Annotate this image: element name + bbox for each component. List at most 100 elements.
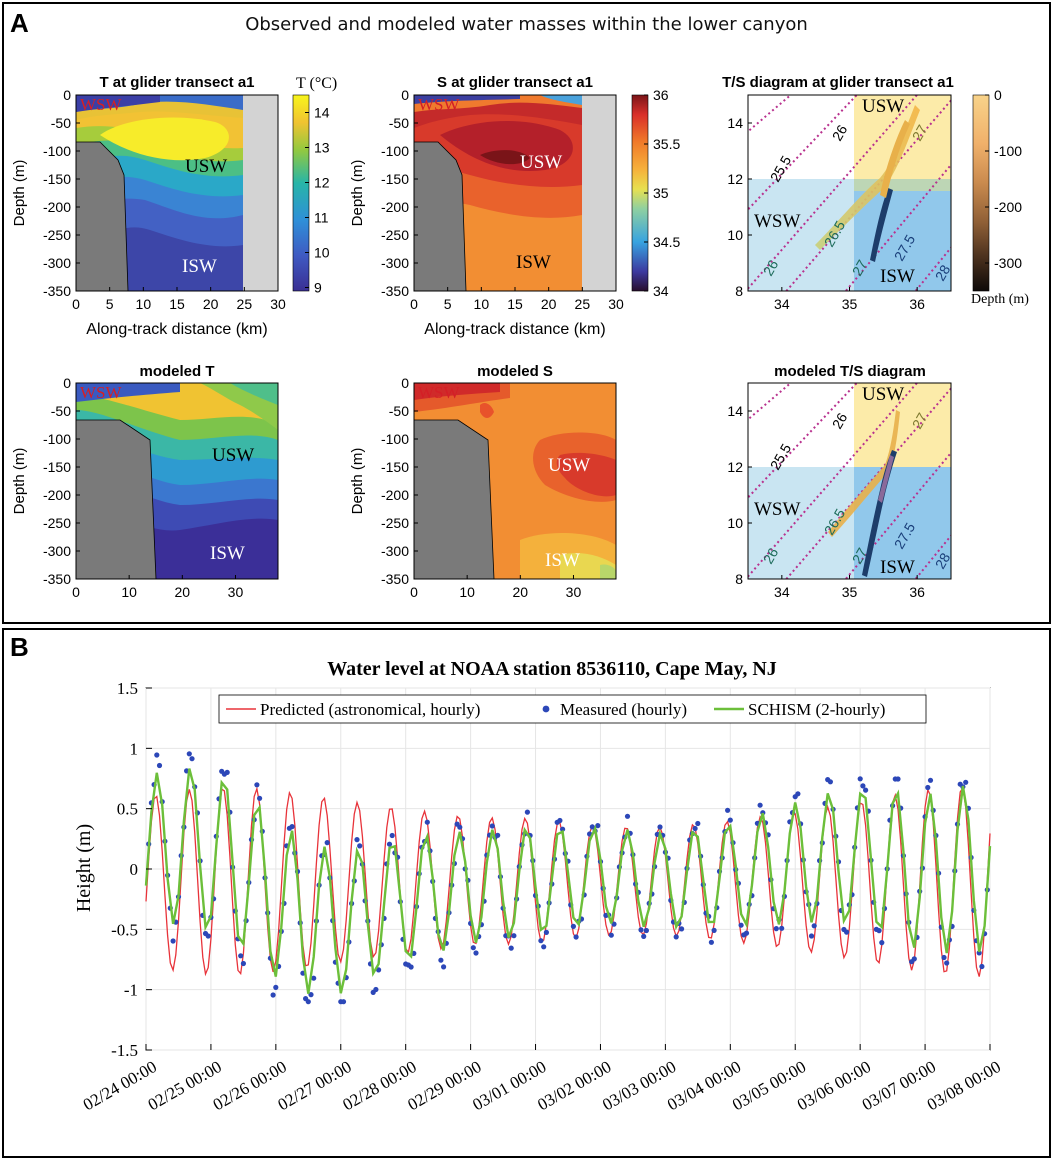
t-obs-xtick: 30 <box>270 296 286 312</box>
legend-measured-label: Measured (hourly) <box>560 700 687 719</box>
t-mod-label-isw: ISW <box>210 543 245 564</box>
measured-point <box>389 832 395 839</box>
measured-point <box>860 783 866 789</box>
s-obs-xtick: 15 <box>507 296 523 312</box>
t-obs-ytick: -300 <box>43 255 71 271</box>
ts-obs-ytick: 14 <box>727 115 743 131</box>
measured-point <box>170 938 176 944</box>
ts-mod-iso-28: 28 <box>932 550 954 572</box>
s-obs-ytick: -300 <box>381 255 409 271</box>
ts-obs-iso-27-a: 27 <box>909 122 931 144</box>
panel-a-figure: T at glider transect a1 WSW USW ISW T (°… <box>11 74 1029 600</box>
panel-a-letter: A <box>10 8 29 38</box>
s-colorbar-ytick: 34.5 <box>653 234 680 250</box>
measured-point <box>340 999 347 1005</box>
ts-mod-label-usw: USW <box>862 384 904 405</box>
ts-mod-ytick: 12 <box>727 459 743 475</box>
measured-point <box>941 954 947 961</box>
t-obs-xtick: 25 <box>237 296 253 312</box>
ts-mod-xtick: 35 <box>842 584 858 600</box>
t-obs-ytick: -150 <box>43 171 71 187</box>
ts-mod-panel <box>748 383 951 579</box>
panel-b-legend: Predicted (astronomical, hourly) Measure… <box>218 694 927 724</box>
t-obs-xtick: 20 <box>203 296 219 312</box>
ts-obs-iso-26-b: 26 <box>760 257 782 279</box>
s-obs-ytick: -250 <box>381 227 409 243</box>
t-obs-ytick: -350 <box>43 283 71 299</box>
s-obs-title: S at glider transect a1 <box>437 74 593 91</box>
panel-b-xtick: 02/24 00:00 <box>80 1057 160 1114</box>
measured-point <box>408 964 414 970</box>
s-colorbar-ytick: 36 <box>653 87 669 103</box>
measured-point <box>308 992 314 998</box>
t-obs-ytick: -100 <box>43 143 71 159</box>
ts-mod-iso-27-b: 27 <box>849 545 871 567</box>
measured-point <box>224 769 230 775</box>
panel-b-ylabel: Height (m) <box>73 824 95 912</box>
panel-b-ytick: 1.5 <box>117 679 138 698</box>
measured-point <box>186 751 192 757</box>
measured-point <box>979 963 985 970</box>
measured-point <box>357 843 363 849</box>
s-mod-ytick: -250 <box>381 515 409 531</box>
measured-point <box>570 923 577 929</box>
measured-point <box>441 964 447 970</box>
legend-schism-label: SCHISM (2-hourly) <box>748 700 885 719</box>
s-mod-ytick: -100 <box>381 431 409 447</box>
s-mod-ytick: -200 <box>381 487 409 503</box>
measured-point <box>638 927 644 933</box>
ts-obs-panel <box>748 95 951 291</box>
measured-point <box>257 795 263 801</box>
depth-colorbar-ytick: -200 <box>994 199 1022 215</box>
measured-point <box>657 824 663 830</box>
s-mod-ylabel: Depth (m) <box>349 448 366 515</box>
t-obs-xlabel: Along-track distance (km) <box>86 321 267 338</box>
measured-point <box>963 779 969 785</box>
panel-b-xtick: 03/07 00:00 <box>859 1057 939 1114</box>
s-mod-title: modeled S <box>477 363 553 380</box>
s-mod-ytick: -300 <box>381 543 409 559</box>
ts-obs-title: T/S diagram at glider transect a1 <box>722 74 954 91</box>
s-obs-label-wsw: WSW <box>418 95 461 114</box>
ts-obs-xtick: 34 <box>774 296 790 312</box>
t-obs-ytick: -50 <box>51 115 71 131</box>
measured-point <box>424 819 430 825</box>
measured-point <box>811 923 817 929</box>
measured-point <box>827 779 834 785</box>
t-mod-ytick: -300 <box>43 543 71 559</box>
depth-colorbar-ytick: -100 <box>994 143 1022 159</box>
panel-b-ytick: -0.5 <box>111 920 138 939</box>
t-obs-ytick: -200 <box>43 199 71 215</box>
panel-b-ytick: 0 <box>130 860 139 879</box>
ts-mod-title: modeled T/S diagram <box>774 363 926 380</box>
measured-point <box>727 817 733 823</box>
ts-obs-label-usw: USW <box>862 96 904 117</box>
panel-b-xtick: 03/01 00:00 <box>469 1057 549 1114</box>
measured-point <box>911 956 917 962</box>
t-mod-xtick: 20 <box>175 584 191 600</box>
measured-point <box>324 840 330 846</box>
s-obs-ytick: -200 <box>381 199 409 215</box>
s-mod-xtick: 30 <box>566 584 582 600</box>
ts-mod-ytick: 8 <box>735 571 743 587</box>
measured-point <box>489 823 495 829</box>
t-mod-label-wsw: WSW <box>80 383 123 402</box>
measured-point <box>925 784 931 791</box>
s-mod-label-isw: ISW <box>545 550 580 571</box>
ts-obs-points <box>815 105 920 262</box>
ts-obs-iso-26-a: 26 <box>829 122 851 144</box>
s-obs-ytick: -100 <box>381 143 409 159</box>
t-mod-section <box>75 382 279 580</box>
ts-mod-ytick: 10 <box>727 515 743 531</box>
measured-point <box>573 934 579 940</box>
t-obs-ytick: 0 <box>63 87 71 103</box>
t-obs-xtick: 15 <box>169 296 185 312</box>
measured-point <box>386 841 393 847</box>
ts-obs-ytick: 12 <box>727 171 743 187</box>
measured-point <box>524 809 531 815</box>
s-obs-xtick: 10 <box>474 296 490 312</box>
measured-point <box>538 938 544 944</box>
panel-b-xtick: 03/06 00:00 <box>794 1057 874 1114</box>
measured-point <box>757 802 763 808</box>
ts-mod-iso-26-a: 26 <box>829 410 851 432</box>
